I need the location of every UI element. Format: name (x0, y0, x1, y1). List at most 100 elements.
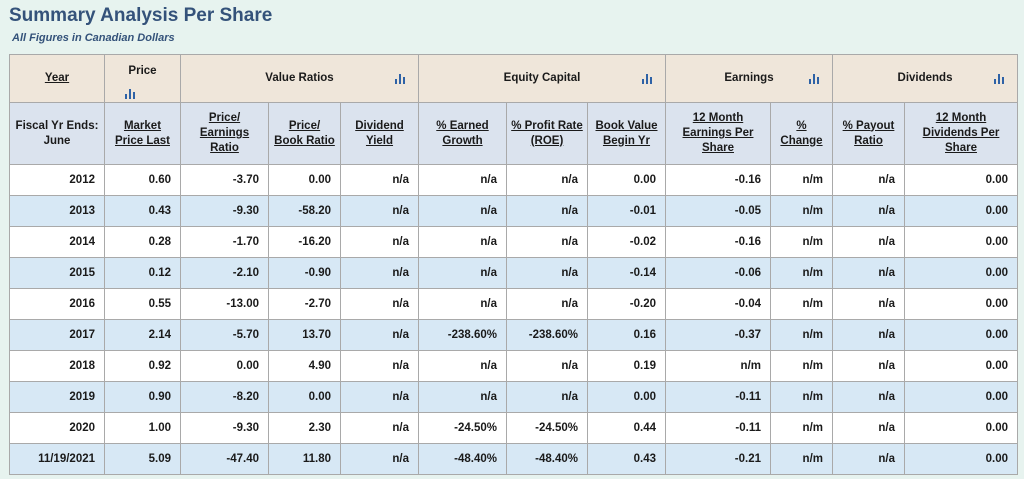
table-row: 2015 0.12 -2.10 -0.90 n/a n/a n/a -0.14 -0.06 n/m… (9, 257, 1018, 289)
table-cell: n/a (418, 226, 507, 258)
table-cell: n/a (340, 288, 419, 320)
column-profit-rate-roe[interactable]: % Profit Rate (ROE) (506, 102, 588, 165)
column-market-price-last[interactable]: Market Price Last (104, 102, 181, 165)
table-cell: n/a (832, 257, 905, 289)
table-cell: n/a (506, 257, 588, 289)
table-cell: n/a (506, 288, 588, 320)
table-cell: 0.00 (904, 257, 1018, 289)
table-cell: -0.14 (587, 257, 666, 289)
table-cell: -16.20 (268, 226, 341, 258)
table-row: 11/19/2021 5.09 -47.40 11.80 n/a -48.40% -48.4… (9, 443, 1018, 475)
table-cell: n/a (506, 381, 588, 413)
bar-chart-icon[interactable] (395, 73, 406, 84)
bar-chart-icon[interactable] (994, 73, 1005, 84)
table-cell: n/a (340, 164, 419, 196)
table-cell: n/a (832, 412, 905, 444)
table-cell: n/m (770, 381, 833, 413)
group-earnings: Earnings (665, 54, 833, 103)
bar-chart-icon[interactable] (125, 88, 136, 100)
table-cell: -0.11 (665, 412, 771, 444)
column-percent-change[interactable]: % Change (770, 102, 833, 165)
table-cell: -0.16 (665, 164, 771, 196)
row-year-cell: 2016 (9, 288, 105, 320)
table-row: 2018 0.92 0.00 4.90 n/a n/a n/a 0.19 n/m n/m n/a 0.… (9, 350, 1018, 382)
column-price-book-ratio[interactable]: Price/ Book Ratio (268, 102, 341, 165)
table-cell: 0.16 (587, 319, 666, 351)
table-cell: -47.40 (180, 443, 269, 475)
table-cell: 0.90 (104, 381, 181, 413)
table-cell: -13.00 (180, 288, 269, 320)
row-year-cell: 2020 (9, 412, 105, 444)
table-cell: n/a (506, 226, 588, 258)
table-cell: 0.00 (587, 164, 666, 196)
table-cell: -24.50% (418, 412, 507, 444)
table-cell: 13.70 (268, 319, 341, 351)
column-12m-earnings-per-share[interactable]: 12 Month Earnings Per Share (665, 102, 771, 165)
column-dividend-yield[interactable]: Dividend Yield (340, 102, 419, 165)
table-cell: -9.30 (180, 412, 269, 444)
column-book-value-begin-yr[interactable]: Book Value Begin Yr (587, 102, 666, 165)
table-cell: n/a (506, 350, 588, 382)
page-subtitle: All Figures in Canadian Dollars (12, 32, 175, 44)
table-cell: 1.00 (104, 412, 181, 444)
table-cell: n/m (770, 288, 833, 320)
table-cell: -238.60% (418, 319, 507, 351)
table-cell: n/m (665, 350, 771, 382)
table-cell: n/a (506, 195, 588, 227)
table-cell: -0.21 (665, 443, 771, 475)
summary-table: Year Price Value Ratios Equity Capital E… (9, 54, 1018, 475)
table-cell: -0.06 (665, 257, 771, 289)
table-cell: n/a (832, 226, 905, 258)
table-cell: n/a (340, 195, 419, 227)
table-cell: n/a (832, 350, 905, 382)
row-year-cell: 2019 (9, 381, 105, 413)
column-fiscal-year-end: Fiscal Yr Ends: June (9, 102, 105, 165)
bar-chart-icon[interactable] (642, 73, 653, 84)
table-cell: n/a (418, 381, 507, 413)
table-cell: 0.00 (180, 350, 269, 382)
table-cell: n/a (832, 164, 905, 196)
table-cell: 0.92 (104, 350, 181, 382)
row-year-cell: 2018 (9, 350, 105, 382)
bar-chart-icon[interactable] (809, 73, 820, 84)
table-row: 2017 2.14 -5.70 13.70 n/a -238.60% -238.60% 0.1… (9, 319, 1018, 351)
table-cell: n/a (418, 350, 507, 382)
table-cell: -0.01 (587, 195, 666, 227)
table-cell: -1.70 (180, 226, 269, 258)
table-cell: n/a (832, 195, 905, 227)
table-cell: 0.00 (904, 350, 1018, 382)
column-earned-growth[interactable]: % Earned Growth (418, 102, 507, 165)
table-cell: -238.60% (506, 319, 588, 351)
table-cell: n/a (340, 381, 419, 413)
table-cell: -0.90 (268, 257, 341, 289)
table-cell: n/a (832, 288, 905, 320)
column-payout-ratio[interactable]: % Payout Ratio (832, 102, 905, 165)
year-sort-link[interactable]: Year (9, 54, 105, 103)
table-cell: n/a (340, 319, 419, 351)
table-cell: 0.00 (904, 195, 1018, 227)
table-cell: n/m (770, 319, 833, 351)
row-year-cell: 2014 (9, 226, 105, 258)
column-12m-dividends-per-share[interactable]: 12 Month Dividends Per Share (904, 102, 1018, 165)
column-price-earnings-ratio[interactable]: Price/ Earnings Ratio (180, 102, 269, 165)
table-cell: 0.44 (587, 412, 666, 444)
table-cell: n/a (418, 288, 507, 320)
table-cell: n/a (340, 350, 419, 382)
table-cell: 0.60 (104, 164, 181, 196)
table-cell: 2.14 (104, 319, 181, 351)
table-cell: -58.20 (268, 195, 341, 227)
table-cell: n/a (832, 381, 905, 413)
group-dividends: Dividends (832, 54, 1018, 103)
table-cell: -2.70 (268, 288, 341, 320)
table-cell: -0.05 (665, 195, 771, 227)
table-cell: n/m (770, 412, 833, 444)
table-cell: n/m (770, 164, 833, 196)
row-year-cell: 2012 (9, 164, 105, 196)
table-cell: 0.00 (268, 381, 341, 413)
table-cell: 0.00 (268, 164, 341, 196)
table-cell: 11.80 (268, 443, 341, 475)
table-cell: n/m (770, 226, 833, 258)
table-cell: -0.16 (665, 226, 771, 258)
group-value-ratios: Value Ratios (180, 54, 419, 103)
table-cell: n/a (832, 319, 905, 351)
